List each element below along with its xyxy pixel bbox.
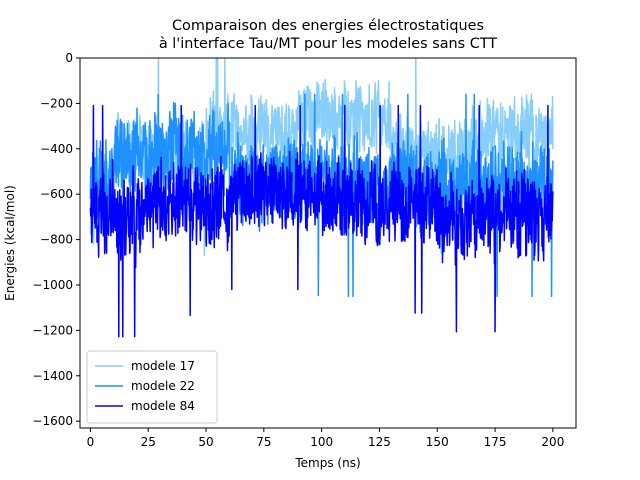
title-line-2: à l'interface Tau/MT pour les modeles sa…: [159, 36, 497, 52]
x-tick-label: 100: [310, 435, 333, 449]
x-tick-label: 50: [198, 435, 213, 449]
legend-label: modele 22: [131, 379, 195, 393]
x-tick-label: 175: [484, 435, 507, 449]
y-tick-label: 0: [65, 51, 73, 65]
x-tick-label: 125: [368, 435, 391, 449]
x-tick-label: 0: [87, 435, 95, 449]
x-tick-label: 25: [141, 435, 156, 449]
title-line-1: Comparaison des energies électrostatique…: [172, 18, 484, 34]
x-tick-label: 200: [541, 435, 564, 449]
x-axis-label: Temps (ns): [294, 456, 360, 470]
y-tick-label: −200: [40, 96, 73, 110]
y-tick-label: −800: [40, 233, 73, 247]
x-tick-label: 75: [256, 435, 271, 449]
series-line-3: [89, 104, 554, 338]
legend: modele 17 modele 22 modele 84: [86, 350, 218, 424]
chart-title: Comparaison des energies électrostatique…: [159, 18, 497, 52]
y-tick-label: −600: [40, 187, 73, 201]
y-tick-label: −1600: [32, 414, 73, 428]
y-tick-label: −400: [40, 142, 73, 156]
x-axis: 0 25 50 75 100 125 150 175 200: [87, 428, 564, 449]
y-tick-label: −1200: [32, 323, 73, 337]
x-tick-label: 150: [426, 435, 449, 449]
y-axis: 0 −200 −400 −600 −800 −1000 −1200 −1400 −1600: [32, 51, 80, 428]
plot-frame: [79, 57, 577, 429]
y-axis-label: Energies (kcal/mol): [3, 185, 17, 301]
y-tick-label: −1000: [32, 278, 73, 292]
legend-label: modele 84: [131, 399, 195, 413]
legend-box: [86, 350, 218, 424]
series-line-2: [89, 93, 554, 298]
legend-label: modele 17: [131, 359, 195, 373]
y-tick-label: −1400: [32, 369, 73, 383]
series-lines: [89, 58, 554, 338]
